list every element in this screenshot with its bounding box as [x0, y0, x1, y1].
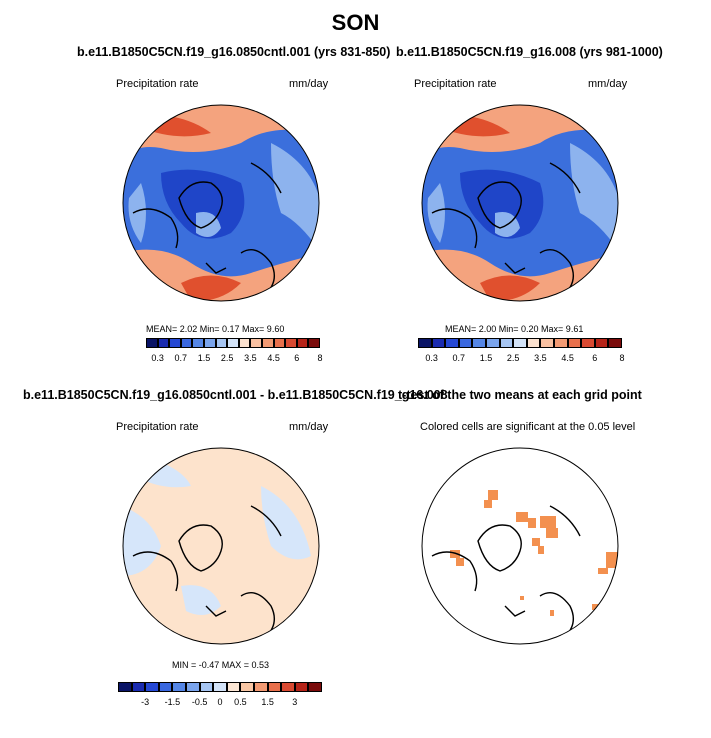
colorbar-tick-label: 0: [217, 697, 223, 707]
colorbar-swatch: [526, 338, 541, 348]
panel-1-stats: MEAN= 2.02 Min= 0.17 Max= 9.60: [146, 324, 285, 334]
colorbar-swatch: [594, 338, 609, 348]
colorbar-tick-label: 3: [292, 697, 298, 707]
colorbar-swatch: [227, 338, 239, 348]
colorbar-tick-label: 0.3: [151, 353, 164, 363]
colorbar-swatch: [608, 338, 622, 348]
colorbar-swatch: [513, 338, 527, 348]
colorbar-swatch: [281, 682, 295, 692]
colorbar-tick-label: 3.5: [534, 353, 547, 363]
colorbar-swatch: [172, 682, 186, 692]
panel-1-colorbar-ticks: 0.3 0.7 1.5 2.5 3.5 4.5 6 8: [146, 353, 323, 365]
colorbar-swatch: [431, 338, 446, 348]
colorbar-swatch: [180, 338, 193, 348]
colorbar-swatch: [240, 682, 254, 692]
colorbar-swatch: [131, 682, 146, 692]
colorbar-swatch: [273, 338, 286, 348]
colorbar-swatch: [169, 338, 181, 348]
panel-2-colorbar: [418, 338, 622, 348]
colorbar-swatch: [250, 338, 262, 348]
colorbar-swatch: [308, 682, 322, 692]
colorbar-tick-label: 4.5: [267, 353, 280, 363]
colorbar-tick-label: 8: [317, 353, 323, 363]
colorbar-swatch: [262, 338, 274, 348]
colorbar-tick-label: 2.5: [220, 353, 234, 363]
colorbar-swatch: [226, 682, 241, 692]
panel-4-significance-map: [421, 447, 619, 645]
panel-2-variable-label: Precipitation rate: [414, 78, 497, 90]
panel-1-colorbar: [146, 338, 320, 348]
colorbar-swatch: [567, 338, 582, 348]
colorbar-tick-label: 6: [592, 353, 598, 363]
colorbar-tick-label: 0.7: [452, 353, 466, 363]
panel-1-units-label: mm/day: [289, 78, 329, 90]
colorbar-swatch: [186, 682, 200, 692]
panel-3-stats: MIN = -0.47 MAX = 0.53: [172, 660, 270, 670]
colorbar-swatch: [146, 338, 158, 348]
colorbar-tick-label: 0.7: [174, 353, 188, 363]
colorbar-swatch: [540, 338, 554, 348]
colorbar-swatch: [267, 682, 282, 692]
colorbar-tick-label: -0.5: [191, 697, 208, 707]
colorbar-swatch: [458, 338, 473, 348]
panel-3-difference-map: [122, 447, 320, 645]
colorbar-swatch: [157, 338, 170, 348]
colorbar-swatch: [215, 338, 228, 348]
colorbar-swatch: [472, 338, 486, 348]
colorbar-swatch: [296, 338, 309, 348]
colorbar-swatch: [445, 338, 459, 348]
colorbar-swatch: [145, 682, 159, 692]
panel-4-title: t-test of the two means at each grid poi…: [398, 388, 642, 402]
panel-2-stats: MEAN= 2.00 Min= 0.20 Max= 9.61: [445, 324, 584, 334]
colorbar-swatch: [581, 338, 595, 348]
colorbar-swatch: [192, 338, 204, 348]
colorbar-tick-label: 1.5: [479, 353, 493, 363]
colorbar-swatch: [158, 682, 173, 692]
colorbar-tick-label: 4.5: [561, 353, 574, 363]
colorbar-tick-label: 1.5: [197, 353, 211, 363]
colorbar-swatch: [486, 338, 500, 348]
panel-2-title: b.e11.B1850C5CN.f19_g16.008 (yrs 981-100…: [396, 45, 663, 59]
panel-1-title: b.e11.B1850C5CN.f19_g16.0850cntl.001 (yr…: [77, 45, 391, 59]
colorbar-swatch: [213, 682, 227, 692]
panel-3-title: b.e11.B1850C5CN.f19_g16.0850cntl.001 - b…: [23, 388, 448, 402]
colorbar-swatch: [418, 338, 432, 348]
panel-2-polar-map: [421, 104, 619, 302]
colorbar-tick-label: -1.5: [164, 697, 181, 707]
colorbar-swatch: [238, 338, 251, 348]
colorbar-swatch: [308, 338, 320, 348]
colorbar-swatch: [499, 338, 514, 348]
panel-3-colorbar-ticks: -3 -1.5 -0.5 0 0.5 1.5 3: [118, 697, 322, 709]
colorbar-tick-label: 0.3: [425, 353, 438, 363]
colorbar-tick-label: 8: [619, 353, 625, 363]
colorbar-swatch: [254, 682, 268, 692]
panel-4-subtitle: Colored cells are significant at the 0.0…: [420, 421, 636, 433]
colorbar-swatch: [554, 338, 568, 348]
colorbar-tick-label: 1.5: [261, 697, 274, 707]
panel-1-variable-label: Precipitation rate: [116, 78, 199, 90]
colorbar-tick-label: 2.5: [506, 353, 520, 363]
panel-3-variable-label: Precipitation rate: [116, 421, 199, 433]
panel-2-units-label: mm/day: [588, 78, 628, 90]
colorbar-tick-label: -3: [141, 697, 150, 707]
colorbar-tick-label: 3.5: [244, 353, 257, 363]
panel-2-colorbar-ticks: 0.3 0.7 1.5 2.5 3.5 4.5 6 8: [418, 353, 625, 365]
panel-3-units-label: mm/day: [289, 421, 329, 433]
colorbar-swatch: [294, 682, 309, 692]
colorbar-tick-label: 6: [294, 353, 300, 363]
colorbar-tick-label: 0.5: [234, 697, 247, 707]
panel-3-colorbar: [118, 682, 322, 692]
colorbar-swatch: [204, 338, 216, 348]
colorbar-swatch: [118, 682, 132, 692]
colorbar-swatch: [199, 682, 214, 692]
panel-1-polar-map: [122, 104, 320, 302]
figure-title: SON: [331, 10, 380, 35]
colorbar-swatch: [285, 338, 297, 348]
